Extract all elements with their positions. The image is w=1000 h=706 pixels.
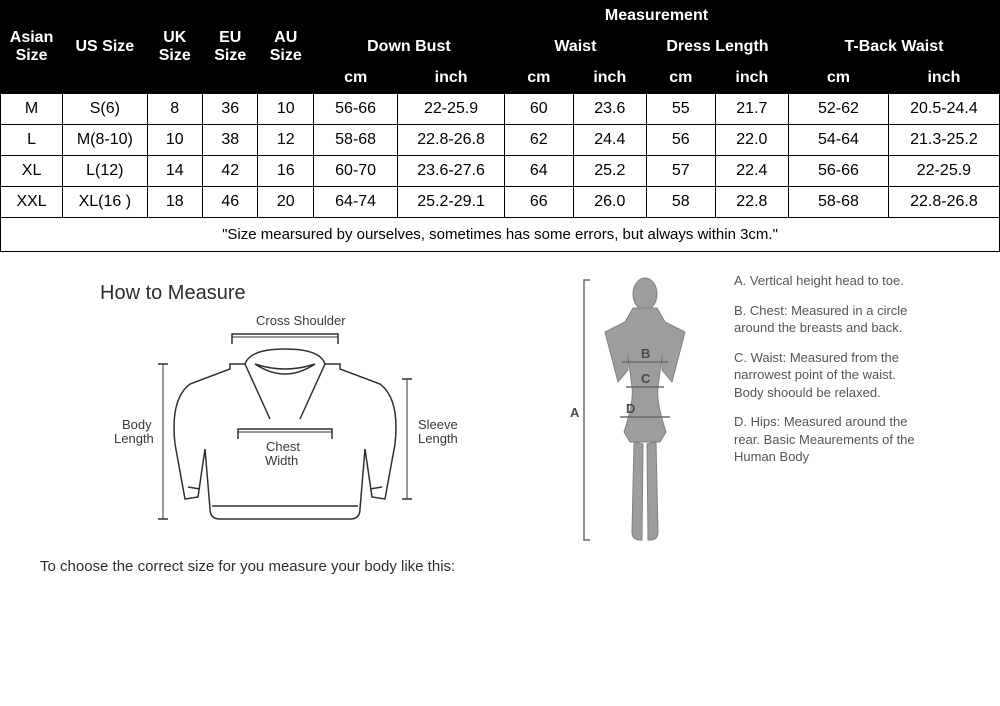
col-au: AU Size [258,1,313,94]
col-us: US Size [63,1,147,94]
cell: 14 [147,156,202,187]
unit-inch: inch [715,63,788,94]
unit-inch: inch [573,63,646,94]
cell: 22.8 [715,187,788,218]
cell: 26.0 [573,187,646,218]
cell: 52-62 [788,94,888,125]
measurement-definitions: A. Vertical height head to toe. B. Chest… [734,272,924,572]
def-a: A. Vertical height head to toe. [734,272,924,290]
grp-waist: Waist [504,32,646,63]
cell: 36 [202,94,257,125]
grp-down-bust: Down Bust [313,32,504,63]
cell: 16 [258,156,313,187]
unit-cm: cm [313,63,397,94]
cell: 56-66 [313,94,397,125]
cell: XL [1,156,63,187]
col-eu: EU Size [202,1,257,94]
cell: XXL [1,187,63,218]
label-cross-shoulder: Cross Shoulder [256,313,346,328]
cell: 58-68 [788,187,888,218]
cell: 58 [646,187,715,218]
how-to-measure-col: How to Measure [40,272,530,575]
cell: M(8-10) [63,125,147,156]
unit-cm: cm [788,63,888,94]
cell: 20 [258,187,313,218]
cell: L(12) [63,156,147,187]
mark-a: A [570,405,580,420]
cell: 46 [202,187,257,218]
table-row: L M(8-10) 10 38 12 58-68 22.8-26.8 62 24… [1,125,1000,156]
how-subtext: To choose the correct size for you measu… [40,558,530,575]
cell: 24.4 [573,125,646,156]
cell: XL(16 ) [63,187,147,218]
cell: S(6) [63,94,147,125]
cell: 18 [147,187,202,218]
cell: 66 [504,187,573,218]
col-asian: Asian Size [1,1,63,94]
cell: 23.6-27.6 [398,156,505,187]
cell: 22.8-26.8 [888,187,999,218]
diagram-area: How to Measure [0,252,1000,585]
mark-d: D [626,401,635,416]
size-rows: M S(6) 8 36 10 56-66 22-25.9 60 23.6 55 … [1,94,1000,252]
unit-inch: inch [888,63,999,94]
unit-inch: inch [398,63,505,94]
size-chart-table: Asian Size US Size UK Size EU Size AU Si… [0,0,1000,252]
cell: 21.7 [715,94,788,125]
table-row: M S(6) 8 36 10 56-66 22-25.9 60 23.6 55 … [1,94,1000,125]
cell: 22-25.9 [398,94,505,125]
cell: L [1,125,63,156]
cell: 55 [646,94,715,125]
cell: 22.8-26.8 [398,125,505,156]
def-d: D. Hips: Measured around the rear. Basic… [734,413,924,466]
mark-b: B [641,346,650,361]
shirt-diagram-icon: Cross Shoulder BodyLength ChestWidth Sle… [40,309,530,539]
cell: 10 [258,94,313,125]
cell: 38 [202,125,257,156]
col-uk: UK Size [147,1,202,94]
how-title: How to Measure [100,282,530,305]
cell: 56-66 [788,156,888,187]
cell: 58-68 [313,125,397,156]
label-body-length: BodyLength [114,417,154,446]
cell: 20.5-24.4 [888,94,999,125]
cell: 23.6 [573,94,646,125]
cell: 62 [504,125,573,156]
body-diagram-col: A B C D A. Vertical height head to toe. … [550,272,970,572]
grp-tback-waist: T-Back Waist [788,32,999,63]
cell: 21.3-25.2 [888,125,999,156]
unit-cm: cm [504,63,573,94]
def-b: B. Chest: Measured in a circle around th… [734,302,924,337]
body-figure-icon: A B C D [550,272,720,572]
cell: 22.0 [715,125,788,156]
cell: 60-70 [313,156,397,187]
cell: 25.2 [573,156,646,187]
cell: 64-74 [313,187,397,218]
cell: 25.2-29.1 [398,187,505,218]
cell: 12 [258,125,313,156]
table-row: XXL XL(16 ) 18 46 20 64-74 25.2-29.1 66 … [1,187,1000,218]
col-measurement: Measurement [313,1,999,32]
label-chest-width: ChestWidth [265,439,300,468]
cell: 57 [646,156,715,187]
table-row: XL L(12) 14 42 16 60-70 23.6-27.6 64 25.… [1,156,1000,187]
cell: 56 [646,125,715,156]
footnote-row: "Size mearsured by ourselves, sometimes … [1,218,1000,252]
cell: 22.4 [715,156,788,187]
unit-cm: cm [646,63,715,94]
cell: 8 [147,94,202,125]
cell: 60 [504,94,573,125]
cell: M [1,94,63,125]
mark-c: C [641,371,651,386]
cell: 42 [202,156,257,187]
cell: 54-64 [788,125,888,156]
def-c: C. Waist: Measured from the narrowest po… [734,349,924,402]
label-sleeve-length: SleeveLength [418,417,458,446]
cell: 22-25.9 [888,156,999,187]
cell: 64 [504,156,573,187]
footnote-text: "Size mearsured by ourselves, sometimes … [1,218,1000,252]
grp-dress-length: Dress Length [646,32,788,63]
cell: 10 [147,125,202,156]
